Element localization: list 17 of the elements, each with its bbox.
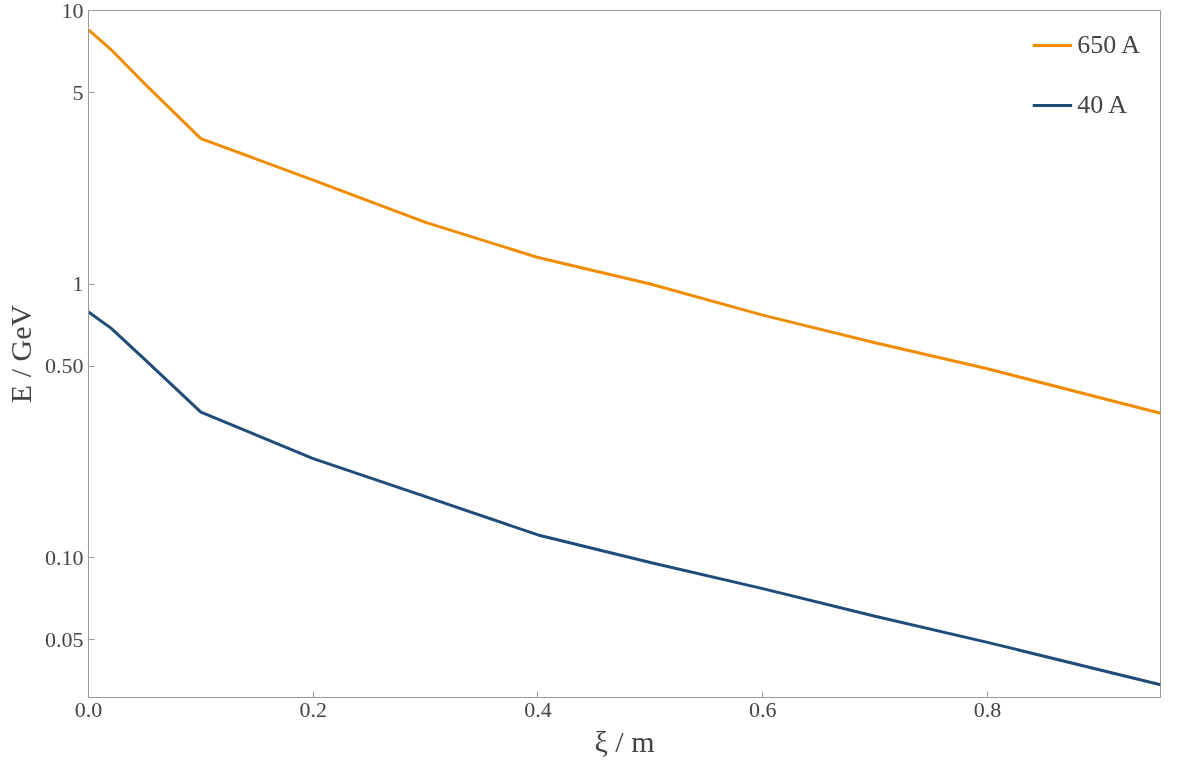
y-axis-title: E / GeV: [4, 304, 37, 404]
y-tick-label: 10: [61, 0, 84, 23]
y-tick-label: 0.05: [45, 626, 84, 652]
y-tick-label: 0.50: [45, 353, 84, 379]
y-tick-label: 5: [72, 79, 84, 105]
x-axis-title: ξ / m: [594, 724, 655, 758]
legend-label: 650 A: [1077, 30, 1140, 60]
x-tick-label: 0.4: [524, 696, 552, 722]
x-tick-label: 0.8: [973, 696, 1002, 722]
legend-label: 40 A: [1077, 90, 1127, 120]
line-series: [88, 28, 1161, 415]
x-tick-label: 0.2: [299, 696, 327, 722]
line-series: [88, 310, 1161, 687]
x-tick-label: 0.6: [748, 696, 777, 722]
y-tick-label: 1: [72, 271, 84, 297]
y-tick-label: 0.10: [45, 544, 84, 570]
x-tick-label: 0.0: [74, 696, 103, 722]
